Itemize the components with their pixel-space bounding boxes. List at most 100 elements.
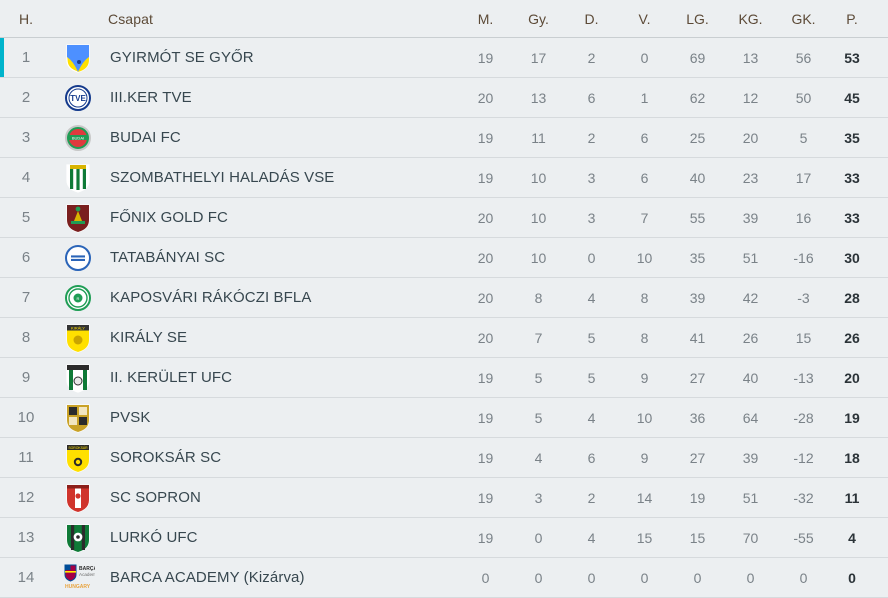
table-row[interactable]: 7 R KAPOSVÁRI RÁKÓCZI BFLA 20 8 4 8 39 42 -3 28 bbox=[0, 278, 888, 318]
row-won: 5 bbox=[534, 409, 543, 426]
row-team-name[interactable]: KIRÁLY SE bbox=[110, 329, 188, 346]
row-points: 33 bbox=[844, 209, 860, 226]
row-drawn: 2 bbox=[587, 489, 596, 506]
row-rank: 6 bbox=[21, 249, 31, 266]
row-played: 0 bbox=[481, 569, 490, 586]
row-points: 20 bbox=[844, 369, 860, 386]
crest-svg bbox=[66, 523, 90, 553]
table-row[interactable]: 6 TATABÁNYAI SC 20 10 0 10 35 51 -16 30 bbox=[0, 238, 888, 278]
header-goals-against: KG. bbox=[738, 10, 763, 27]
row-played: 20 bbox=[477, 289, 494, 306]
row-drawn: 3 bbox=[587, 169, 596, 186]
row-drawn: 6 bbox=[587, 449, 596, 466]
crest-svg: R bbox=[65, 284, 91, 311]
table-row[interactable]: 2 TVE III.KER TVE 20 13 6 1 62 12 50 45 bbox=[0, 78, 888, 118]
row-lost: 6 bbox=[640, 169, 649, 186]
crest-svg bbox=[65, 244, 91, 271]
row-points: 18 bbox=[844, 449, 860, 466]
svg-text:Academy: Academy bbox=[79, 572, 95, 577]
row-won: 13 bbox=[530, 89, 547, 106]
crest-svg: BARÇAAcademy HUNGARY bbox=[64, 564, 95, 590]
table-row[interactable]: 14 BARÇAAcademy HUNGARY BARCA ACADEMY (Kizá… bbox=[0, 558, 888, 598]
row-goals-for: 15 bbox=[689, 529, 706, 546]
table-row[interactable]: 9 II. KERÜLET UFC 19 5 5 9 27 40 -13 20 bbox=[0, 358, 888, 398]
row-team-name[interactable]: SC SOPRON bbox=[110, 489, 201, 506]
table-row[interactable]: 11 SOROKSÁR SOROKSÁR SC 19 4 6 9 27 39 -12 18 bbox=[0, 438, 888, 478]
row-team-name[interactable]: LURKÓ UFC bbox=[110, 529, 198, 546]
row-team-name[interactable]: II. KERÜLET UFC bbox=[110, 369, 233, 386]
row-lost: 0 bbox=[640, 49, 649, 66]
crest-svg: KIRÁLY bbox=[66, 323, 90, 353]
row-goal-diff: 5 bbox=[799, 129, 808, 146]
row-team-name[interactable]: FŐNIX GOLD FC bbox=[110, 209, 228, 226]
row-goal-diff: 56 bbox=[795, 49, 812, 66]
row-goals-for: 27 bbox=[689, 449, 706, 466]
row-goals-against: 64 bbox=[742, 409, 759, 426]
row-played: 20 bbox=[477, 329, 494, 346]
row-points: 28 bbox=[844, 289, 860, 306]
row-goals-for: 69 bbox=[689, 49, 706, 66]
row-won: 17 bbox=[530, 49, 547, 66]
crest-svg bbox=[66, 403, 90, 433]
row-won: 3 bbox=[534, 489, 543, 506]
row-goals-against: 42 bbox=[742, 289, 759, 306]
row-team-name[interactable]: PVSK bbox=[110, 409, 151, 426]
row-rank: 14 bbox=[17, 569, 35, 586]
row-team-name[interactable]: GYIRMÓT SE GYŐR bbox=[110, 49, 254, 66]
header-goal-diff: GK. bbox=[791, 10, 816, 27]
table-body: 1 GYIRMÓT SE GYŐR 19 17 2 0 69 13 56 53 2 TVE III.KE… bbox=[0, 38, 888, 598]
row-drawn: 4 bbox=[587, 409, 596, 426]
table-row[interactable]: 3 BUDAI BUDAI FC 19 11 2 6 25 20 5 35 bbox=[0, 118, 888, 158]
row-goals-for: 39 bbox=[689, 289, 706, 306]
row-team-name[interactable]: SZOMBATHELYI HALADÁS VSE bbox=[110, 169, 335, 186]
svg-text:TVE: TVE bbox=[70, 94, 86, 103]
tatabanyai-sc-crest bbox=[52, 243, 104, 273]
crest-svg bbox=[66, 363, 90, 393]
barca-academy-crest: BARÇAAcademy HUNGARY bbox=[52, 563, 104, 593]
row-drawn: 5 bbox=[587, 369, 596, 386]
row-played: 20 bbox=[477, 89, 494, 106]
row-team-name[interactable]: TATABÁNYAI SC bbox=[110, 249, 226, 266]
table-row[interactable]: 1 GYIRMÓT SE GYŐR 19 17 2 0 69 13 56 53 bbox=[0, 38, 888, 78]
budai-fc-crest: BUDAI bbox=[52, 123, 104, 153]
row-won: 10 bbox=[530, 169, 547, 186]
table-row[interactable]: 4 SZOMBATHELYI HALADÁS VSE 19 10 3 6 40 23 17 33 bbox=[0, 158, 888, 198]
row-goal-diff: 16 bbox=[795, 209, 812, 226]
row-goal-diff: -55 bbox=[793, 529, 814, 546]
row-team-name[interactable]: III.KER TVE bbox=[110, 89, 192, 106]
table-row[interactable]: 10 PVSK 19 5 4 10 36 64 -28 19 bbox=[0, 398, 888, 438]
row-won: 8 bbox=[534, 289, 543, 306]
table-row[interactable]: 13 LURKÓ UFC 19 0 4 15 15 70 -55 4 bbox=[0, 518, 888, 558]
row-drawn: 5 bbox=[587, 329, 596, 346]
row-points: 35 bbox=[844, 129, 860, 146]
row-team-name[interactable]: BUDAI FC bbox=[110, 129, 181, 146]
row-won: 5 bbox=[534, 369, 543, 386]
row-drawn: 2 bbox=[587, 49, 596, 66]
row-lost: 15 bbox=[636, 529, 653, 546]
crest-svg: TVE bbox=[65, 84, 91, 111]
svg-text:SOROKSÁR: SOROKSÁR bbox=[68, 446, 88, 450]
row-team-name[interactable]: BARCA ACADEMY (Kizárva) bbox=[110, 569, 305, 586]
table-row[interactable]: 12 SC SOPRON 19 3 2 14 19 51 -32 11 bbox=[0, 478, 888, 518]
row-drawn: 3 bbox=[587, 209, 596, 226]
row-team-name[interactable]: KAPOSVÁRI RÁKÓCZI BFLA bbox=[110, 289, 312, 306]
row-goal-diff: 50 bbox=[795, 89, 812, 106]
row-goal-diff: -16 bbox=[793, 249, 814, 266]
row-points: 33 bbox=[844, 169, 860, 186]
crest-svg: SOROKSÁR bbox=[66, 443, 90, 473]
table-row[interactable]: 8 KIRÁLY KIRÁLY SE 20 7 5 8 41 26 15 26 bbox=[0, 318, 888, 358]
row-rank: 2 bbox=[21, 89, 31, 106]
row-rank: 7 bbox=[21, 289, 31, 306]
row-points: 30 bbox=[844, 249, 860, 266]
row-team-name[interactable]: SOROKSÁR SC bbox=[110, 449, 222, 466]
row-lost: 14 bbox=[636, 489, 653, 506]
sc-sopron-crest bbox=[52, 483, 104, 513]
row-lost: 8 bbox=[640, 289, 649, 306]
gyirmot-se-gyor-crest bbox=[52, 43, 104, 73]
row-goals-against: 40 bbox=[742, 369, 759, 386]
svg-text:KIRÁLY: KIRÁLY bbox=[71, 325, 85, 330]
row-drawn: 0 bbox=[587, 249, 596, 266]
table-row[interactable]: 5 FŐNIX GOLD FC 20 10 3 7 55 39 16 33 bbox=[0, 198, 888, 238]
row-goals-for: 55 bbox=[689, 209, 706, 226]
row-goals-against: 39 bbox=[742, 449, 759, 466]
